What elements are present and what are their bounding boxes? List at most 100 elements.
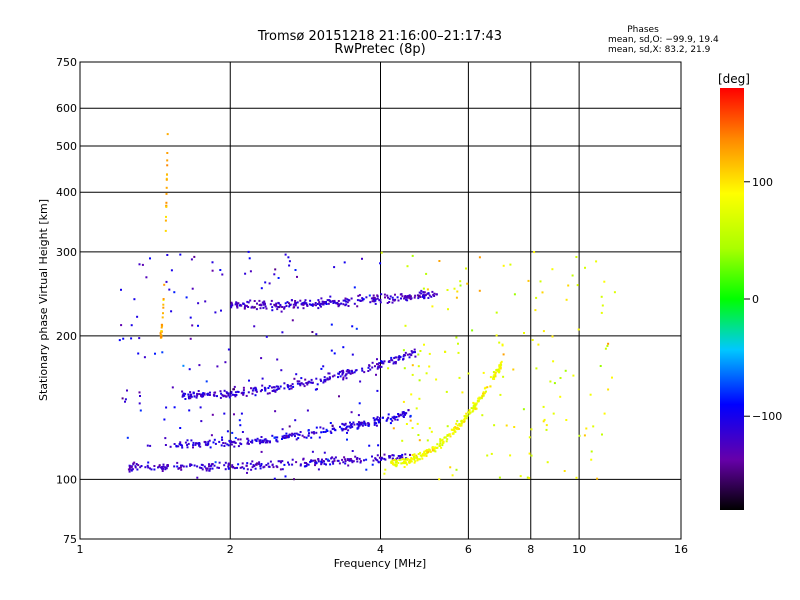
data-point xyxy=(182,364,185,367)
data-point xyxy=(232,440,235,443)
data-point xyxy=(224,361,227,364)
data-point xyxy=(311,450,314,453)
data-point xyxy=(418,291,421,294)
data-point xyxy=(321,461,324,464)
data-point xyxy=(375,424,378,427)
data-point xyxy=(394,293,396,296)
data-point xyxy=(208,465,210,468)
data-point xyxy=(376,358,378,361)
data-point xyxy=(397,455,400,457)
data-point xyxy=(356,460,359,463)
data-point xyxy=(185,296,188,299)
data-point xyxy=(363,459,365,462)
data-point xyxy=(260,450,263,453)
chart-title: Tromsø 20151218 21:16:00–21:17:43 xyxy=(257,29,502,44)
data-point xyxy=(354,455,357,458)
data-point xyxy=(365,296,368,299)
data-point xyxy=(233,385,236,388)
data-point xyxy=(331,424,334,427)
y-axis-label: Stationary phase Virtual Height [km] xyxy=(37,199,50,401)
data-point xyxy=(237,463,240,466)
data-point xyxy=(234,437,237,439)
data-point xyxy=(273,389,275,392)
data-point xyxy=(388,297,391,300)
data-point xyxy=(299,431,302,433)
data-point xyxy=(231,431,234,434)
data-point xyxy=(552,412,555,415)
data-point xyxy=(181,444,183,447)
data-point xyxy=(178,443,181,445)
data-point xyxy=(143,356,146,359)
data-point xyxy=(307,434,310,437)
data-point xyxy=(461,391,464,394)
data-point xyxy=(255,390,258,393)
data-point xyxy=(242,393,245,396)
data-point xyxy=(403,367,406,370)
data-point xyxy=(374,457,377,460)
data-point xyxy=(317,458,320,460)
data-point xyxy=(409,458,412,461)
data-point xyxy=(353,423,356,426)
data-point xyxy=(196,393,199,395)
data-point xyxy=(192,392,195,395)
data-point xyxy=(276,308,279,311)
y-tick-label: 750 xyxy=(56,56,77,69)
data-point xyxy=(176,461,179,464)
data-point xyxy=(311,304,314,307)
data-point xyxy=(413,458,416,461)
data-point xyxy=(345,300,348,303)
data-point xyxy=(500,363,503,366)
data-point xyxy=(315,431,318,434)
data-point xyxy=(399,455,402,458)
data-point xyxy=(399,356,402,358)
data-point xyxy=(290,299,293,302)
data-point xyxy=(395,465,398,468)
data-point xyxy=(455,427,458,430)
x-tick-label: 16 xyxy=(674,543,688,556)
data-point xyxy=(304,378,307,381)
data-point xyxy=(376,416,379,419)
data-point xyxy=(207,440,210,443)
data-point xyxy=(397,299,400,302)
data-point xyxy=(571,274,574,277)
data-point xyxy=(438,443,441,446)
data-point xyxy=(229,441,232,443)
data-point xyxy=(365,458,368,461)
data-point xyxy=(255,388,258,391)
data-point xyxy=(294,435,296,438)
data-point xyxy=(465,412,468,415)
data-point xyxy=(434,446,437,449)
data-point xyxy=(279,468,282,471)
data-point xyxy=(542,330,545,333)
data-point xyxy=(168,288,171,291)
data-point xyxy=(122,337,125,340)
data-point xyxy=(410,350,413,353)
data-point xyxy=(376,389,379,392)
data-point xyxy=(390,460,393,463)
data-point xyxy=(345,427,348,429)
data-point xyxy=(281,306,284,308)
data-point xyxy=(303,436,306,439)
data-point xyxy=(387,413,390,416)
data-point xyxy=(329,430,332,433)
data-point xyxy=(263,300,266,303)
data-point xyxy=(408,295,411,298)
data-point xyxy=(590,450,593,453)
data-point xyxy=(425,450,428,453)
data-point xyxy=(361,367,364,370)
data-point xyxy=(361,257,363,260)
data-point xyxy=(414,456,417,459)
data-point xyxy=(344,422,347,425)
data-point xyxy=(246,300,249,303)
data-point xyxy=(420,292,423,295)
data-point xyxy=(259,465,262,468)
data-point xyxy=(261,439,264,442)
data-point xyxy=(389,418,392,420)
data-point xyxy=(453,427,456,430)
data-point xyxy=(423,296,426,299)
data-point xyxy=(344,460,347,463)
data-point xyxy=(234,391,237,394)
data-point xyxy=(310,304,313,306)
data-point xyxy=(309,460,312,463)
data-point xyxy=(179,466,182,469)
